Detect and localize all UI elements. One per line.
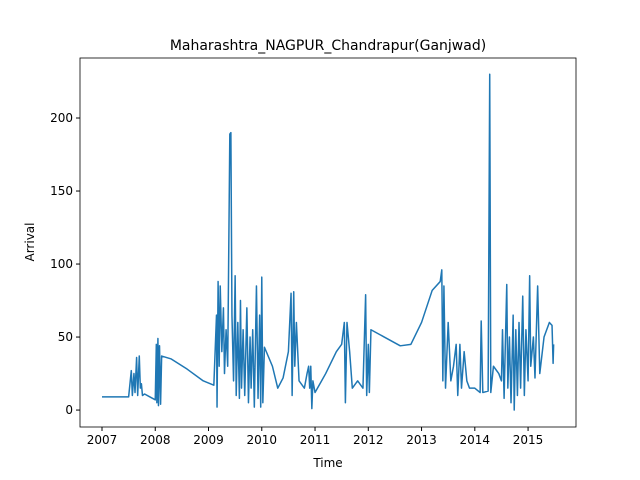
x-tick-label: 2013 [406, 433, 437, 447]
x-tick-label: 2010 [246, 433, 277, 447]
plot-frame [79, 57, 577, 428]
y-tick-label: 50 [58, 330, 73, 344]
x-tick-label: 2015 [513, 433, 544, 447]
y-tick-label: 200 [50, 111, 73, 125]
x-tick-label: 2011 [300, 433, 331, 447]
x-tick-label: 2012 [353, 433, 384, 447]
chart-title: Maharashtra_NAGPUR_Chandrapur(Ganjwad) [170, 38, 486, 54]
x-tick-label: 2014 [460, 433, 491, 447]
x-tick-label: 2008 [140, 433, 171, 447]
x-tick-label: 2007 [87, 433, 118, 447]
y-tick-label: 150 [50, 184, 73, 198]
x-axis-label: Time [312, 456, 342, 470]
y-tick-label: 0 [65, 403, 73, 417]
y-axis-label: Arrival [23, 223, 37, 262]
x-tick-label: 2009 [193, 433, 224, 447]
y-tick-label: 100 [50, 257, 73, 271]
data-line [102, 73, 555, 411]
